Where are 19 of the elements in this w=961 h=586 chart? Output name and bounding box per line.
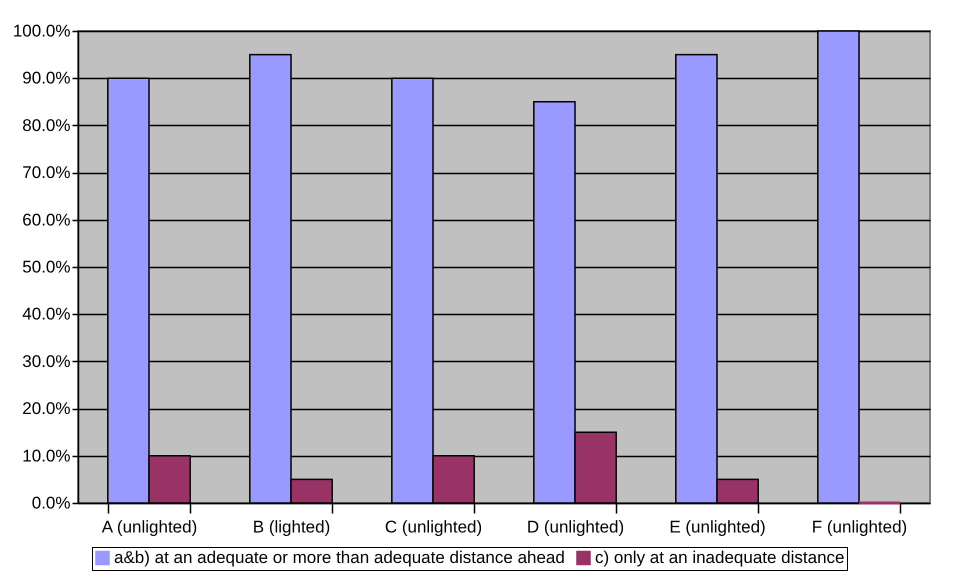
y-tick-label: 100.0%: [12, 22, 70, 40]
x-tick-label: C (unlighted): [384, 518, 482, 536]
y-tick-label: 60.0%: [22, 210, 70, 230]
y-tick-label: 90.0%: [22, 68, 70, 88]
y-tick-label: 10.0%: [22, 446, 70, 466]
y-tick-label: 0.0%: [32, 494, 70, 512]
y-tick-label: 30.0%: [22, 352, 70, 371]
y-tick-label: 20.0%: [22, 399, 70, 418]
y-tick-label: 80.0%: [22, 116, 70, 135]
y-tick-label: 50.0%: [22, 258, 70, 276]
x-tick-label: B (lighted): [252, 518, 330, 536]
y-tick-label: 40.0%: [22, 304, 70, 324]
y-tick-label: 70.0%: [22, 163, 70, 182]
x-tick-label: F (unlighted): [812, 518, 908, 536]
x-tick-label: E (unlighted): [669, 518, 766, 536]
x-tick-label: A (unlighted): [102, 518, 198, 536]
x-tick-label: D (unlighted): [526, 518, 624, 536]
legend-label: c) only at an inadequate distance: [595, 548, 845, 567]
legend-label: a&b) at an adequate or more than adequate distance ahead: [114, 548, 565, 567]
